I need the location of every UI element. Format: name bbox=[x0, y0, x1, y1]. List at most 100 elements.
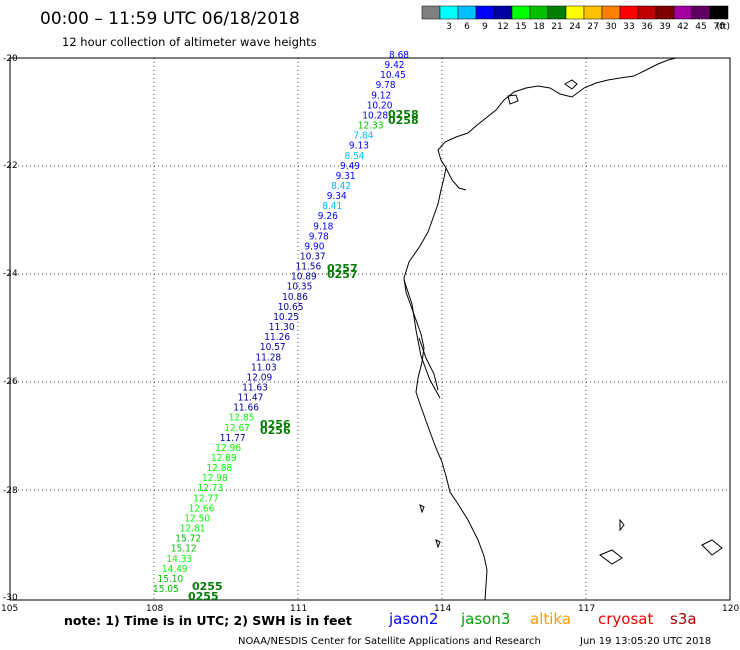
time-label: 0256 bbox=[260, 418, 291, 431]
wave-height-legend: 3 6 9 12 15 18 21 24 27 30 33 36 39 42 45 70(ft) bbox=[421, 5, 730, 32]
lon-label: 117 bbox=[578, 604, 595, 614]
legend-swatch bbox=[619, 5, 639, 20]
swh-value: 12.50 bbox=[184, 514, 210, 525]
legend-swatch bbox=[709, 5, 729, 20]
swh-value: 12.66 bbox=[189, 503, 215, 514]
swh-value: 12.73 bbox=[198, 483, 224, 494]
swh-value: 12.81 bbox=[180, 524, 206, 535]
legend-label: 15 bbox=[515, 22, 526, 32]
legend-label: 27 bbox=[587, 22, 598, 32]
australia-west-coast bbox=[403, 57, 677, 601]
swh-value: 12.33 bbox=[358, 121, 384, 132]
shark-bay-peninsula bbox=[403, 279, 441, 399]
time-label-shadow: 0258 bbox=[388, 114, 419, 127]
map-title: 00:00 – 11:59 UTC 06/18/2018 bbox=[40, 9, 300, 29]
footer-credit: NOAA/NESDIS Center for Satellite Applica… bbox=[238, 636, 541, 647]
map-area: 8.689.4210.459.789.1210.2010.2812.337.84… bbox=[9, 50, 731, 603]
legend-label: 39 bbox=[659, 22, 671, 32]
legend-label: 36 bbox=[641, 22, 653, 32]
island-7 bbox=[619, 518, 625, 532]
legend-swatch bbox=[691, 5, 711, 20]
swh-value: 14.49 bbox=[162, 564, 188, 575]
swh-value: 11.63 bbox=[242, 383, 268, 394]
swh-value: 9.13 bbox=[349, 141, 369, 152]
legend-label: 70 bbox=[713, 22, 725, 32]
legend-label: 12 bbox=[497, 22, 508, 32]
swh-value: 8.42 bbox=[331, 181, 351, 192]
swh-value: 9.18 bbox=[313, 221, 333, 232]
swh-value: 8.68 bbox=[389, 50, 409, 61]
swh-value: 11.30 bbox=[269, 322, 295, 333]
swh-value: 10.25 bbox=[273, 312, 299, 323]
swh-value: 10.37 bbox=[300, 252, 326, 263]
swh-value: 9.78 bbox=[309, 231, 329, 242]
legend-label: 3 bbox=[446, 22, 452, 32]
island-3 bbox=[419, 504, 425, 514]
satellite-name: s3a bbox=[670, 610, 697, 628]
swh-value: 14.33 bbox=[166, 554, 192, 565]
island-4 bbox=[435, 539, 441, 549]
swh-value: 15.72 bbox=[175, 534, 201, 545]
satellite-legend: jason2 jason3 altika cryosat s3a bbox=[388, 610, 697, 628]
lat-label: -20 bbox=[3, 54, 18, 64]
swh-value: 12.09 bbox=[247, 372, 273, 383]
island-2 bbox=[564, 79, 578, 90]
footer-timestamp: Jun 19 13:05:20 UTC 2018 bbox=[579, 636, 711, 647]
legend-swatch bbox=[565, 5, 585, 20]
island-1 bbox=[507, 94, 519, 105]
swh-value: 11.66 bbox=[233, 403, 259, 414]
lat-lon-grid bbox=[10, 58, 730, 600]
swh-value: 12.67 bbox=[224, 423, 250, 434]
exmouth-gulf bbox=[445, 167, 467, 191]
legend-label: 30 bbox=[605, 22, 617, 32]
time-label: 0255 bbox=[192, 580, 223, 593]
legend-label: 42 bbox=[677, 22, 688, 32]
swh-value: 10.86 bbox=[282, 292, 308, 303]
swh-value: 9.31 bbox=[336, 171, 356, 182]
swh-value: 9.49 bbox=[340, 161, 360, 172]
swh-value: 10.28 bbox=[362, 111, 388, 122]
lon-label: 108 bbox=[146, 604, 163, 614]
time-label: 0258 bbox=[388, 108, 419, 121]
satellite-name: jason3 bbox=[460, 610, 510, 628]
time-labels: 0258 0258 0257 0257 0256 0256 0255 0255 bbox=[188, 108, 419, 603]
swh-value: 9.42 bbox=[385, 60, 405, 71]
swh-value: 8.41 bbox=[322, 201, 342, 212]
lon-label: 120 bbox=[722, 604, 739, 614]
swh-value: 12.98 bbox=[202, 473, 228, 484]
legend-swatch bbox=[421, 5, 441, 20]
lat-label: -22 bbox=[3, 161, 18, 171]
legend-label: 18 bbox=[533, 22, 545, 32]
lon-label: 111 bbox=[290, 604, 307, 614]
island-5 bbox=[599, 549, 623, 565]
lat-label: -28 bbox=[3, 486, 18, 496]
swh-value: 12.96 bbox=[215, 443, 241, 454]
footer-note: note: 1) Time is in UTC; 2) SWH is in fe… bbox=[64, 613, 352, 628]
island-6 bbox=[701, 539, 723, 556]
lat-label: -30 bbox=[3, 593, 18, 603]
time-label: 0257 bbox=[327, 262, 358, 275]
swh-value: 15.12 bbox=[171, 544, 197, 555]
swh-value: 11.26 bbox=[264, 332, 290, 343]
swh-value: 12.85 bbox=[229, 413, 255, 424]
shark-bay-inlet bbox=[418, 337, 439, 391]
swh-value: 9.90 bbox=[304, 241, 324, 252]
legend-swatch bbox=[475, 5, 495, 20]
lat-label: -24 bbox=[3, 269, 18, 279]
legend-label: 45 bbox=[695, 22, 706, 32]
swh-value: 10.45 bbox=[380, 70, 406, 81]
time-label-shadow: 0255 bbox=[188, 590, 219, 603]
legend-swatch bbox=[493, 5, 513, 20]
time-label-shadow: 0256 bbox=[260, 424, 291, 437]
legend-label: 24 bbox=[569, 22, 581, 32]
altimeter-track: 8.689.4210.459.789.1210.2010.2812.337.84… bbox=[153, 50, 409, 595]
swh-value: 10.57 bbox=[260, 342, 286, 353]
swh-value: 7.84 bbox=[353, 131, 373, 142]
time-label-shadow: 0257 bbox=[327, 268, 358, 281]
swh-value: 12.89 bbox=[211, 453, 237, 464]
legend-label: 21 bbox=[551, 22, 562, 32]
satellite-name: cryosat bbox=[598, 610, 653, 628]
swh-value: 9.26 bbox=[318, 211, 338, 222]
legend-label: 33 bbox=[623, 22, 634, 32]
